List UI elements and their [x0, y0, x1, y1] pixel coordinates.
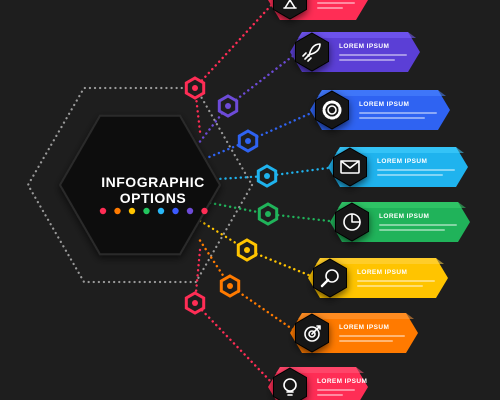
option-icon-badge [273, 367, 307, 400]
rocket-icon [302, 43, 321, 62]
option-card-7[interactable]: LOREM IPSUM [290, 313, 418, 353]
option-body-line [317, 389, 355, 391]
color-dot-1 [99, 207, 107, 215]
color-dot-3 [128, 207, 136, 215]
gear-icon [322, 100, 342, 120]
option-card-6[interactable]: LOREM IPSUM [308, 258, 448, 298]
search-icon [320, 269, 339, 288]
option-connector-5 [198, 199, 340, 224]
mail-icon [340, 160, 360, 174]
hourglass-icon [283, 0, 297, 9]
option-card-1[interactable]: LOREM IPSUM [268, 0, 368, 20]
option-body-line [317, 394, 343, 396]
connector-node-8 [184, 291, 206, 315]
color-dot-7 [186, 207, 194, 215]
option-body-line [339, 54, 407, 56]
option-body-line [359, 117, 425, 119]
option-body-line [339, 340, 393, 342]
option-card-5[interactable]: LOREM IPSUM [330, 202, 470, 242]
option-body-line [377, 169, 455, 171]
option-body-line [357, 280, 435, 282]
pie-chart-icon [343, 213, 361, 231]
option-connector-6 [198, 219, 318, 280]
option-card-4[interactable]: LOREM IPSUM [328, 147, 468, 187]
option-title: LOREM IPSUM [379, 213, 429, 220]
connector-node-3 [237, 129, 259, 153]
option-card-3[interactable]: LOREM IPSUM [310, 90, 450, 130]
connector-node-1 [184, 76, 206, 100]
connector-node-5 [257, 202, 279, 226]
color-dot-4 [143, 207, 150, 215]
option-icon-badge [273, 0, 307, 20]
option-body-line [359, 112, 437, 114]
option-body-line [379, 229, 445, 231]
option-connector-2 [198, 50, 300, 143]
option-title: LOREM IPSUM [317, 378, 367, 385]
target-icon [304, 325, 321, 342]
option-body-line [317, 2, 355, 4]
center-title-line1: INFOGRAPHIC [101, 174, 205, 190]
option-body-line [357, 285, 423, 287]
option-title: LOREM IPSUM [339, 43, 389, 50]
option-title: LOREM IPSUM [339, 324, 389, 331]
lightbulb-icon [283, 378, 297, 396]
option-body-line [377, 174, 443, 176]
center-title-line2: OPTIONS [120, 190, 187, 206]
option-title: LOREM IPSUM [377, 158, 427, 165]
option-icon-badge [315, 90, 349, 130]
connector-node-7 [219, 274, 241, 298]
color-dot-8 [201, 207, 208, 215]
color-dot-6 [172, 207, 179, 215]
option-body-line [339, 59, 395, 61]
connector-node-2 [217, 94, 239, 118]
option-title: LOREM IPSUM [357, 269, 407, 276]
option-title: LOREM IPSUM [359, 101, 409, 108]
option-body-line [339, 335, 405, 337]
center-hexagon [58, 114, 222, 256]
connector-node-4 [256, 164, 278, 188]
option-icon-badge [295, 32, 329, 72]
option-body-line [379, 224, 457, 226]
option-connector-3 [198, 108, 320, 163]
option-icon-badge [313, 258, 347, 298]
color-dot-5 [157, 207, 165, 215]
color-dot-2 [114, 207, 121, 215]
option-card-8[interactable]: LOREM IPSUM [268, 367, 368, 400]
option-connector-8 [193, 248, 278, 389]
connector-node-6 [236, 238, 258, 262]
option-card-2[interactable]: LOREM IPSUM [290, 32, 420, 72]
option-body-line [317, 7, 343, 9]
